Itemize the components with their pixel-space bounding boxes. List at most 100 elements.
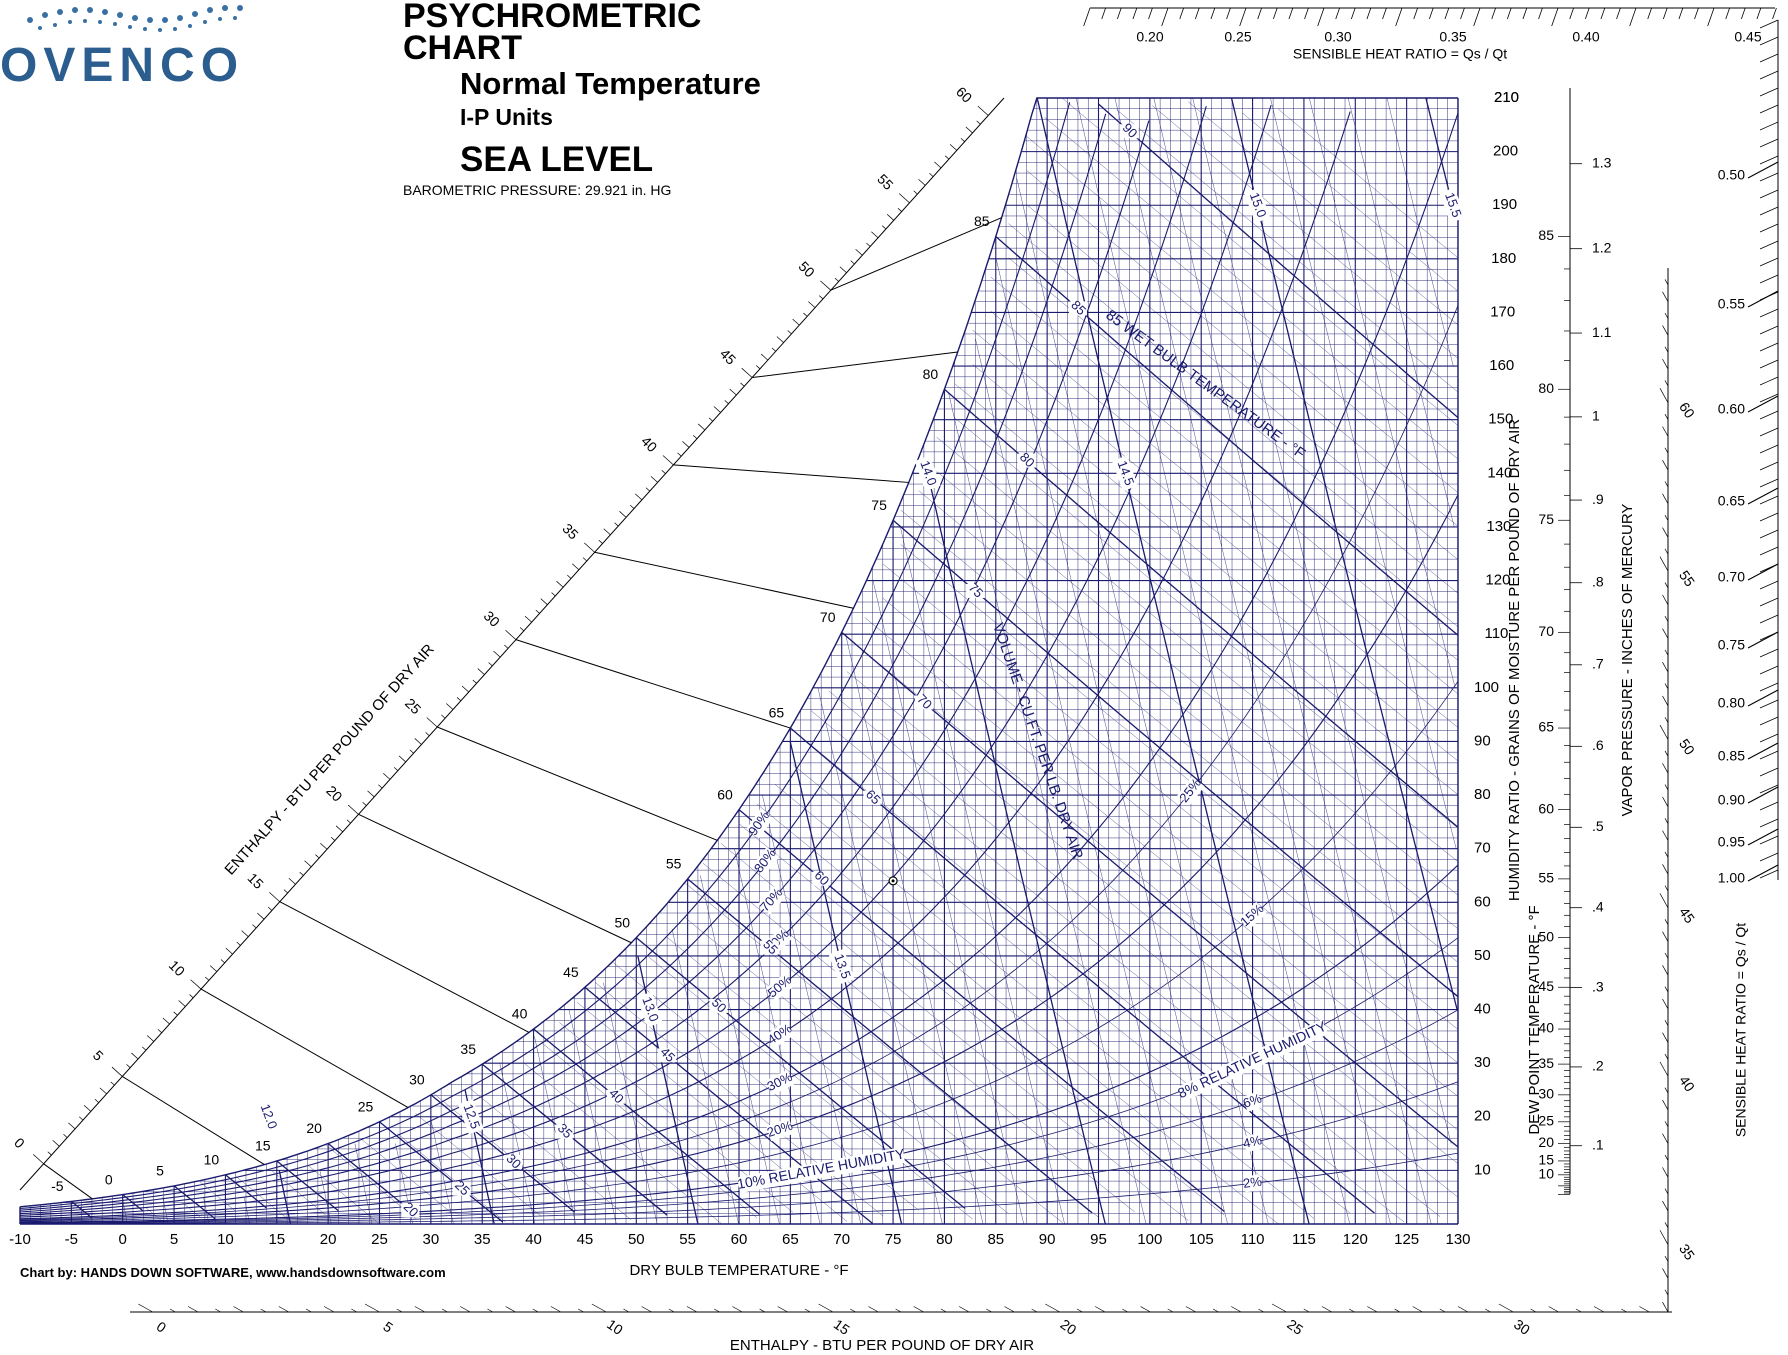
saturation-temp-label: 65: [769, 705, 785, 721]
shr-top-tick: [1678, 7, 1684, 20]
x-tick-label: -10: [9, 1231, 31, 1248]
shr-right-tick: [1759, 189, 1779, 199]
wet-bulb-line-30: [430, 1094, 576, 1213]
saturation-temp-label: 85: [974, 213, 990, 229]
wb-label-bg: [401, 1203, 420, 1218]
volume-line: [121, 1197, 128, 1225]
x-tick-label: 0: [119, 1231, 127, 1248]
enthalpy-left-tick: [977, 105, 989, 116]
y-tick-label: 70: [1474, 840, 1491, 857]
enthalpy-left-tick: [162, 1017, 170, 1025]
enthalpy-bottom-tick: [169, 1308, 176, 1313]
mark-layer: [19, 97, 1459, 1225]
dew-point-label: 85: [1538, 227, 1554, 243]
enthalpy-line: [774, 784, 1315, 1219]
enthalpy-bottom-tick: [1457, 1306, 1469, 1313]
shr-right-major-tick: [1747, 689, 1779, 707]
shr-right-label: 0.50: [1718, 167, 1745, 183]
volume-line: [1016, 178, 1269, 1225]
enthalpy-left-tick: [886, 214, 895, 221]
enthalpy-left-label: 35: [559, 520, 581, 542]
enthalpy-right-tick: [1664, 1255, 1669, 1262]
enthalpy-right-tick: [1664, 1121, 1669, 1127]
shr-right-tick: [1759, 87, 1779, 97]
enthalpy-left-tick: [225, 947, 233, 955]
enthalpy-bottom-label: 5: [380, 1318, 396, 1336]
enthalpy-bottom-tick: [138, 1303, 153, 1313]
enthalpy-right-tick: [1664, 380, 1669, 387]
enthalpy-bottom-tick: [1321, 1306, 1333, 1313]
volume-line: [700, 875, 780, 1225]
enthalpy-left-tick: [94, 1099, 99, 1103]
enthalpy-left-tick: [949, 144, 958, 151]
y-tick-label: 160: [1489, 357, 1514, 374]
shr-right-tick: [1759, 597, 1779, 607]
shr-right-label: 0.75: [1718, 637, 1745, 653]
shr-right-tick: [1759, 478, 1779, 488]
enthalpy-connector: [437, 726, 718, 841]
enthalpy-right-tick: [1664, 312, 1669, 319]
rh-label: 2%: [1242, 1174, 1263, 1191]
enthalpy-right-label: 60: [1676, 399, 1698, 421]
enthalpy-line: [1152, 105, 1459, 359]
volume-line: [1270, 97, 1457, 849]
shr-right-tick: [1759, 53, 1779, 63]
saturation-temp-label: 25: [358, 1099, 374, 1115]
volume-line: [354, 1143, 373, 1225]
volume-label-bg: [1439, 187, 1466, 224]
enthalpy-line: [954, 383, 1459, 795]
dew-point-label: 75: [1538, 511, 1554, 527]
enthalpy-left-tick: [157, 1029, 162, 1034]
shr-right-tick: [1759, 665, 1779, 675]
enthalpy-bottom-tick: [351, 1308, 357, 1313]
saturation-temp-label: 15: [255, 1138, 271, 1154]
enthalpy-bottom-tick: [818, 1303, 834, 1313]
volume-label: 12.0: [258, 1102, 281, 1131]
shr-right-tick: [1759, 614, 1779, 624]
enthalpy-bottom-tick: [1394, 1308, 1401, 1313]
enthalpy-bottom-label: 25: [1284, 1316, 1306, 1338]
shr-top-label: 0.35: [1439, 29, 1466, 45]
rh-label-bg: [766, 1118, 794, 1142]
wb-label-bg: [863, 790, 882, 805]
enthalpy-line: [595, 982, 883, 1216]
enthalpy-right-label: 50: [1676, 736, 1698, 758]
shr-right-tick: [1759, 19, 1779, 29]
enthalpy-bottom-tick: [895, 1308, 902, 1313]
shr-right-major-tick: [1747, 742, 1779, 760]
vapor-pressure-title: VAPOR PRESSURE - INCHES OF MERCURY: [1619, 504, 1636, 817]
shr-top-tick: [1428, 7, 1434, 20]
enthalpy-left-tick: [645, 487, 650, 492]
y-tick-label: 120: [1485, 572, 1510, 589]
wb-label-bg: [914, 695, 933, 710]
rh-curve-4: [20, 1081, 1459, 1224]
enthalpy-bottom-tick: [1122, 1308, 1128, 1313]
volume-line: [203, 1197, 210, 1225]
enthalpy-left-label: 45: [717, 345, 739, 367]
volume-label-bg: [255, 1098, 282, 1135]
shr-right-label: 0.55: [1718, 296, 1745, 312]
volume-label-bg: [914, 455, 941, 492]
enthalpy-left-tick: [204, 976, 210, 981]
enthalpy-right-tick: [1662, 1268, 1669, 1279]
dew-point-label: 60: [1538, 800, 1554, 816]
enthalpy-left-tick: [850, 260, 855, 265]
enthalpy-line: [972, 330, 1459, 728]
enthalpy-left-tick: [834, 277, 839, 282]
enthalpy-left-tick: [446, 703, 454, 710]
enthalpy-left-tick: [110, 1081, 115, 1086]
y-tick-label: 60: [1474, 893, 1491, 910]
volume-line: [996, 258, 1228, 1225]
rh-curve-6: [19, 1009, 1459, 1224]
enthalpy-right-tick: [1662, 358, 1669, 370]
vapor-pressure-label: .9: [1592, 491, 1604, 507]
volume-line: [900, 526, 1065, 1225]
enthalpy-line: [738, 823, 1225, 1216]
dew-point-label: 45: [1538, 978, 1554, 994]
shr-top-tick: [1226, 7, 1231, 20]
enthalpy-left-tick: [677, 452, 682, 457]
enthalpy-bottom-tick: [1185, 1306, 1196, 1313]
enthalpy-right-label: 40: [1676, 1073, 1698, 1095]
enthalpy-left-tick: [241, 930, 249, 937]
enthalpy-line: [846, 671, 1459, 1164]
